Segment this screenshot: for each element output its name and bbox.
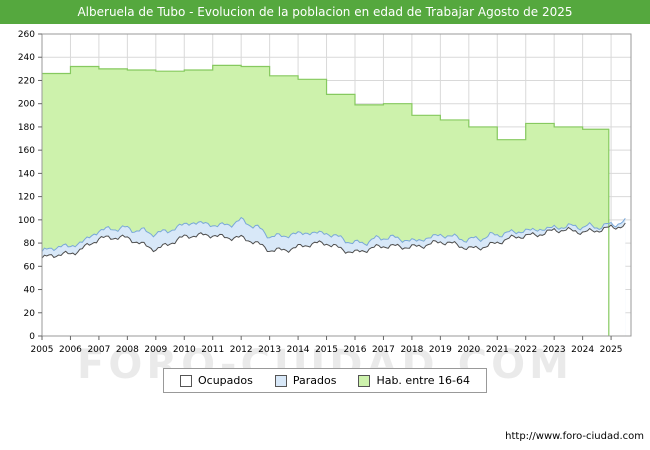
x-tick-label: 2014 bbox=[287, 345, 310, 355]
x-tick-label: 2023 bbox=[543, 345, 566, 355]
legend-label: Parados bbox=[292, 374, 337, 387]
population-evolution-chart: 0 20 40 60 80 100 120 140 160 180 200 220 240 260 2005… bbox=[18, 30, 632, 355]
y-tick-label: 220 bbox=[18, 76, 35, 86]
y-tick-label: 20 bbox=[24, 309, 36, 319]
x-tick-label: 2013 bbox=[258, 345, 281, 355]
footer-url: http://www.foro-ciudad.com bbox=[505, 431, 644, 442]
x-tick-label: 2017 bbox=[372, 345, 395, 355]
x-tick-label: 2022 bbox=[514, 345, 537, 355]
x-tick-label: 2018 bbox=[400, 345, 423, 355]
x-tick-label: 2009 bbox=[144, 345, 167, 355]
y-tick-label: 200 bbox=[18, 100, 35, 110]
x-tick-label: 2025 bbox=[600, 345, 623, 355]
series-ocupados-area bbox=[42, 223, 626, 336]
y-tick-label: 140 bbox=[18, 169, 35, 179]
series-hab-16-64-line bbox=[42, 64, 610, 336]
y-tick-label: 180 bbox=[18, 123, 35, 133]
legend-box: Ocupados Parados Hab. entre 16-64 bbox=[162, 368, 487, 393]
y-tick-label: 40 bbox=[24, 286, 36, 296]
legend-swatch bbox=[179, 374, 192, 387]
chart-area: 0 20 40 60 80 100 120 140 160 180 200 220 240 260 2005… bbox=[0, 24, 650, 364]
x-tick-label: 2007 bbox=[87, 345, 110, 355]
plot-border bbox=[41, 33, 632, 337]
x-tick-label: 2006 bbox=[59, 345, 82, 355]
x-tick-label: 2011 bbox=[201, 345, 224, 355]
legend-item-parados: Parados bbox=[274, 374, 337, 387]
x-tick-label: 2021 bbox=[486, 345, 509, 355]
y-tick-label: 80 bbox=[24, 239, 36, 249]
legend-swatch bbox=[274, 374, 287, 387]
x-tick-label: 2012 bbox=[230, 345, 253, 355]
x-tick-label: 2019 bbox=[429, 345, 452, 355]
legend-item-hab-entre-16-64: Hab. entre 16-64 bbox=[358, 374, 470, 387]
y-tick-label: 60 bbox=[24, 262, 36, 272]
series-parados-line bbox=[41, 216, 626, 252]
x-tick-label: 2024 bbox=[571, 345, 594, 355]
y-tick-label: 0 bbox=[29, 332, 35, 342]
x-tick-label: 2020 bbox=[457, 345, 480, 355]
y-tick-label: 120 bbox=[18, 193, 35, 203]
x-tick-label: 2016 bbox=[344, 345, 367, 355]
y-tick-label: 100 bbox=[18, 216, 35, 226]
legend-swatch bbox=[358, 374, 371, 387]
x-tick-label: 2015 bbox=[315, 345, 338, 355]
axis-labels: 0 20 40 60 80 100 120 140 160 180 200 220 240 260 2005… bbox=[18, 30, 623, 355]
x-tick-label: 2005 bbox=[31, 345, 54, 355]
legend-label: Hab. entre 16-64 bbox=[376, 374, 470, 387]
x-tick-label: 2010 bbox=[173, 345, 196, 355]
legend: Ocupados Parados Hab. entre 16-64 bbox=[0, 368, 650, 393]
legend-item-ocupados: Ocupados bbox=[179, 374, 253, 387]
series-ocupados-line bbox=[41, 222, 626, 259]
page-title: Alberuela de Tubo - Evolucion de la pobl… bbox=[0, 0, 650, 24]
legend-label: Ocupados bbox=[197, 374, 253, 387]
y-tick-label: 260 bbox=[18, 30, 35, 40]
y-tick-label: 240 bbox=[18, 53, 35, 63]
x-tick-label: 2008 bbox=[116, 345, 139, 355]
y-tick-label: 160 bbox=[18, 146, 35, 156]
